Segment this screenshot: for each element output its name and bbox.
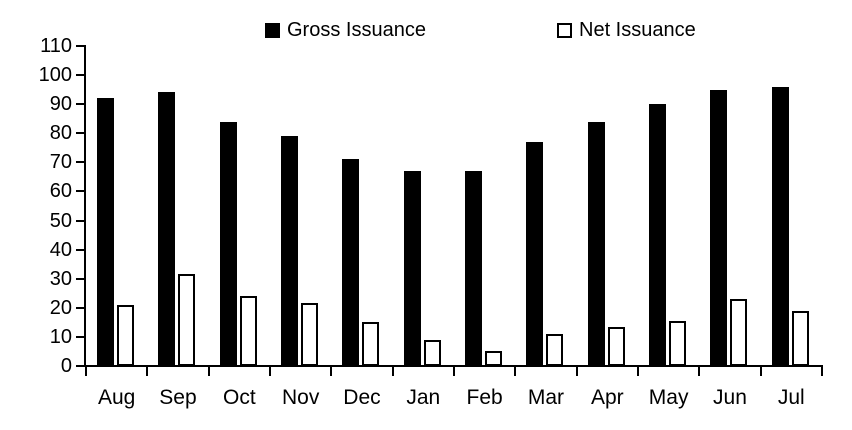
bar-gross-aug [97, 98, 114, 366]
x-label-oct: Oct [222, 386, 256, 409]
x-tick-2 [207, 366, 210, 376]
bar-gross-jan [403, 171, 421, 366]
bar-net-jun [730, 299, 748, 366]
bar-gross-feb [464, 171, 482, 366]
bar-gross-apr [587, 122, 605, 366]
gross-issuance-swatch-icon [265, 22, 280, 38]
legend-label-gross-issuance: Gross Issuance [287, 19, 426, 41]
y-tick-label-10: 10 [49, 325, 72, 348]
x-label-dec: Dec [343, 386, 381, 409]
bar-net-nov [300, 303, 318, 366]
bar-gross-jun [710, 90, 728, 366]
bar-net-mar [546, 334, 564, 366]
y-tick-70 [76, 161, 85, 164]
x-tick-7 [514, 366, 517, 376]
x-tick-11 [759, 366, 762, 376]
x-label-aug: Aug [97, 386, 136, 409]
x-label-jun: Jun [713, 386, 747, 409]
x-label-apr: Apr [590, 386, 624, 409]
bar-gross-may [648, 104, 666, 366]
y-tick-40 [76, 248, 85, 251]
bar-net-oct [239, 296, 257, 366]
y-tick-label-40: 40 [49, 238, 72, 261]
x-label-jul: Jul [777, 386, 805, 409]
bar-net-aug [117, 305, 134, 366]
y-tick-label-100: 100 [38, 64, 72, 86]
y-tick-60 [76, 190, 85, 193]
bar-gross-mar [526, 142, 544, 366]
y-tick-90 [76, 103, 85, 106]
bar-net-sep [178, 274, 196, 366]
x-tick-5 [391, 366, 394, 376]
bar-net-feb [484, 351, 502, 366]
x-label-sep: Sep [159, 386, 197, 409]
y-tick-80 [76, 132, 85, 135]
bar-net-apr [607, 327, 625, 366]
y-tick-0 [76, 365, 85, 367]
y-tick-label-60: 60 [49, 180, 72, 203]
y-axis [84, 45, 86, 367]
y-tick-100 [76, 74, 85, 76]
x-tick-8 [575, 366, 578, 376]
y-tick-30 [76, 277, 85, 280]
x-tick-4 [330, 366, 333, 376]
x-label-may: May [648, 386, 689, 409]
y-tick-label-0: 0 [60, 355, 72, 377]
bar-net-jul [791, 311, 809, 366]
x-label-nov: Nov [281, 386, 320, 409]
x-tick-9 [636, 366, 639, 376]
bar-gross-sep [158, 92, 176, 366]
bar-gross-dec [342, 159, 360, 366]
legend-item-gross-issuance: Gross Issuance [265, 20, 426, 40]
y-tick-label-80: 80 [49, 122, 72, 145]
y-tick-label-50: 50 [49, 209, 72, 232]
bar-net-may [668, 321, 686, 366]
y-tick-label-20: 20 [49, 296, 72, 319]
y-tick-label-110: 110 [40, 34, 72, 57]
net-issuance-swatch-icon [557, 22, 572, 38]
legend-label-net-issuance: Net Issuance [579, 19, 696, 41]
x-tick-12 [820, 366, 823, 376]
x-label-mar: Mar [527, 386, 565, 409]
y-tick-label-30: 30 [49, 267, 72, 290]
x-label-jan: Jan [406, 386, 441, 409]
y-tick-20 [76, 306, 85, 309]
x-tick-1 [146, 366, 149, 376]
bar-net-dec [362, 322, 380, 366]
y-tick-110 [76, 44, 85, 47]
y-tick-10 [76, 335, 85, 338]
x-tick-6 [452, 366, 455, 376]
y-tick-50 [76, 219, 85, 222]
bar-gross-nov [280, 136, 298, 366]
bar-gross-jul [771, 87, 789, 366]
y-tick-label-90: 90 [49, 93, 72, 116]
bar-net-jan [423, 340, 441, 366]
x-tick-3 [268, 366, 271, 376]
bar-gross-oct [219, 122, 237, 366]
x-label-feb: Feb [466, 386, 503, 409]
y-tick-label-70: 70 [49, 151, 72, 174]
legend-item-net-issuance: Net Issuance [557, 20, 696, 40]
x-tick-10 [698, 366, 701, 376]
x-tick-0 [85, 366, 87, 376]
